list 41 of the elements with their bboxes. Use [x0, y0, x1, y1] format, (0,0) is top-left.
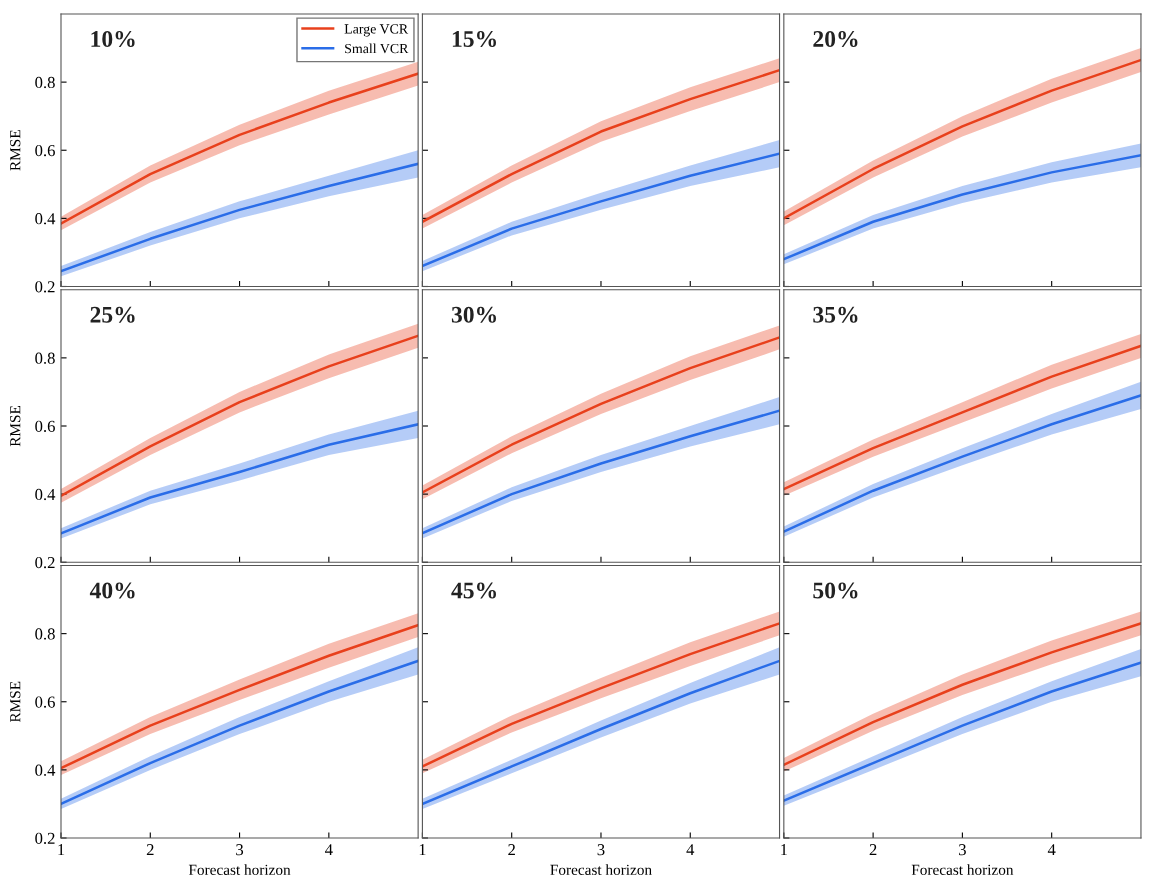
x-axis-title: Forecast horizon [911, 864, 1014, 875]
x-tick-label: 3 [597, 844, 605, 856]
y-tick-label: 0.8 [35, 628, 55, 640]
text: 20% [813, 31, 858, 48]
y-axis-title: RMSE [10, 130, 21, 171]
x-tick-label: 1 [781, 844, 787, 856]
y-axis-title: RMSE [10, 681, 21, 723]
x-tick-label: 3 [959, 844, 966, 856]
x-tick-label: 2 [508, 844, 515, 856]
y-tick-label: 0.6 [35, 144, 55, 157]
y-tick-label: 0.4 [35, 488, 56, 501]
text: 45% [451, 582, 496, 599]
y-tick-label: 0.8 [35, 76, 55, 89]
y-tick-label: 0.8 [35, 352, 55, 364]
text: 15% [452, 31, 496, 48]
text: 50% [813, 582, 858, 599]
legend-label: Large VCR [344, 24, 409, 37]
y-tick-label: 0.2 [35, 281, 55, 293]
y-tick-label: 0.4 [35, 213, 56, 225]
y-tick-label: 0.6 [35, 420, 55, 433]
x-tick-label: 4 [686, 844, 695, 856]
x-tick-label: 4 [1047, 844, 1056, 856]
x-axis-title: Forecast horizon [550, 864, 652, 875]
x-tick-label: 1 [58, 844, 65, 856]
text: 35% [813, 306, 858, 323]
y-axis-title: RMSE [10, 405, 21, 447]
text: 10% [91, 31, 135, 48]
text: 25% [90, 306, 135, 323]
y-tick-label: 0.2 [35, 832, 55, 845]
y-tick-label: 0.4 [35, 764, 56, 776]
y-tick-label: 0.6 [35, 696, 55, 708]
x-tick-label: 2 [146, 844, 154, 856]
x-axis-title: Forecast horizon [188, 864, 291, 875]
y-tick-label: 0.2 [35, 556, 55, 569]
x-tick-label: 2 [869, 844, 877, 856]
legend-label: Small VCR [345, 43, 409, 54]
x-tick-label: 1 [419, 844, 426, 856]
x-tick-label: 4 [325, 844, 333, 856]
text: 40% [89, 582, 135, 599]
text: 30% [451, 306, 496, 323]
x-tick-label: 3 [236, 844, 244, 856]
